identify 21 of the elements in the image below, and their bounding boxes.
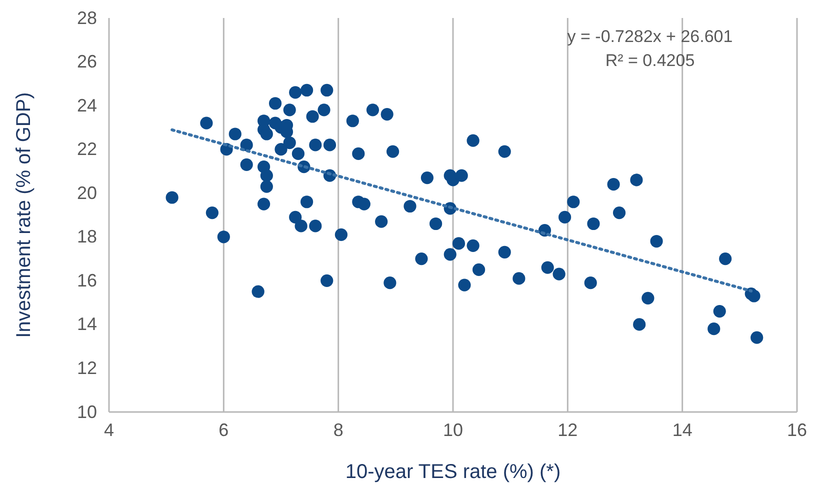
y-tick-label: 24 [76, 95, 97, 116]
y-tick-label: 16 [76, 270, 97, 290]
y-tick-label: 10 [76, 402, 97, 422]
x-axis-title: 10-year TES rate (%) (*) [345, 461, 561, 483]
x-tick-label: 16 [786, 420, 808, 440]
y-tick-label: 28 [76, 8, 97, 28]
annotation: R² = 0.4205 [605, 51, 695, 70]
y-tick-label: 18 [76, 226, 97, 247]
x-tick-label: 12 [558, 420, 578, 440]
y-tick-label: 14 [76, 314, 97, 334]
y-tick-label: 22 [76, 139, 97, 160]
y-tick-label: 12 [76, 358, 97, 378]
x-tick-label: 6 [218, 420, 229, 440]
y-axis-title: Investment rate (% of GDP) [13, 92, 35, 338]
x-tick-label: 14 [672, 420, 692, 440]
y-tick-label: 26 [76, 52, 97, 72]
y-tick-label: 20 [76, 182, 97, 203]
annotation: y = -0.7282x + 26.601 [567, 27, 733, 46]
x-tick-label: 10 [442, 420, 464, 440]
x-tick-label: 4 [104, 420, 114, 440]
x-tick-label: 8 [333, 420, 344, 440]
